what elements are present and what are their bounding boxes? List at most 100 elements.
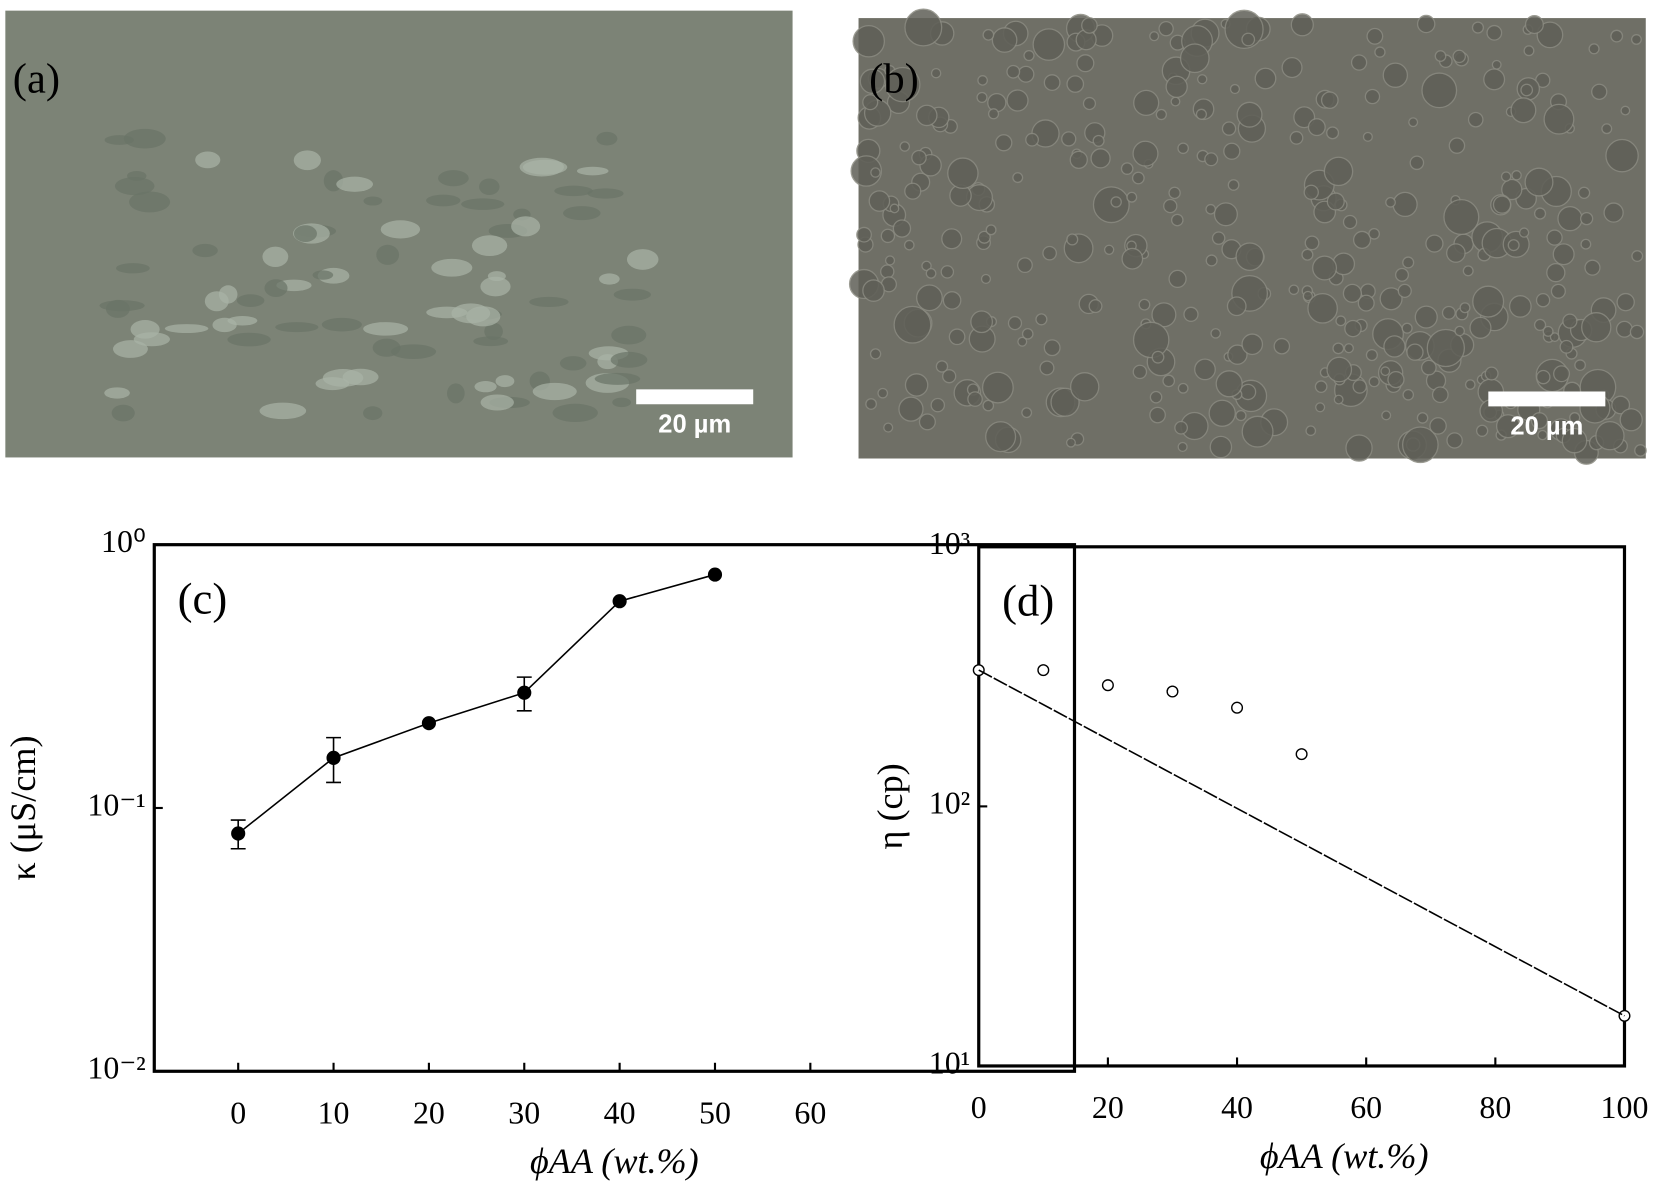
y-tick-label: 10¹ [929, 1045, 970, 1080]
droplet [1069, 150, 1088, 170]
droplet [1549, 332, 1560, 343]
droplet [1288, 284, 1300, 296]
droplet [970, 310, 994, 334]
droplet [1537, 429, 1548, 441]
droplet [1581, 312, 1612, 343]
droplet [1536, 369, 1551, 385]
droplet [1301, 248, 1314, 261]
cell [293, 225, 317, 242]
droplet [1314, 380, 1328, 394]
droplet [1092, 134, 1105, 147]
droplet [1174, 420, 1188, 435]
cell [363, 322, 409, 336]
droplet [1385, 196, 1396, 208]
droplet [1401, 426, 1439, 464]
droplet [1619, 408, 1643, 432]
cell [133, 332, 170, 347]
droplet [1076, 54, 1095, 73]
droplet [1211, 231, 1226, 245]
droplet [1312, 255, 1338, 281]
droplet [1012, 172, 1024, 184]
data-point [707, 567, 723, 582]
droplet [995, 134, 1013, 152]
cell [576, 166, 609, 176]
droplet [1215, 370, 1243, 398]
droplet [1588, 43, 1600, 55]
droplet [889, 203, 900, 214]
droplet [1591, 83, 1608, 100]
cell [474, 381, 497, 393]
droplet [1383, 335, 1406, 358]
cell [363, 406, 383, 421]
droplet [1394, 267, 1410, 282]
droplet [1179, 43, 1210, 74]
droplet [1170, 96, 1181, 107]
cell [596, 131, 618, 146]
cell [559, 356, 587, 371]
x-tick-label: 100 [1601, 1090, 1649, 1125]
droplet [904, 8, 943, 47]
droplet [967, 391, 983, 407]
droplet [1204, 152, 1219, 167]
droplet [1168, 186, 1181, 200]
droplet [859, 68, 886, 95]
droplet [1315, 402, 1326, 413]
droplet [1511, 170, 1522, 181]
droplet [977, 230, 991, 244]
droplet [1226, 296, 1247, 317]
y-tick-label: 10⁻² [87, 1051, 145, 1086]
droplet [1221, 121, 1237, 136]
droplet [948, 328, 966, 346]
cell [259, 402, 307, 420]
droplet [1035, 313, 1048, 326]
droplet [1235, 409, 1247, 422]
x-tick-label: 60 [794, 1095, 826, 1130]
cell [372, 338, 401, 357]
droplet [1536, 21, 1564, 49]
cell [431, 258, 473, 277]
cell [511, 216, 541, 237]
droplet [1409, 155, 1425, 171]
droplet [1434, 50, 1447, 62]
droplet [883, 422, 894, 433]
cell [380, 220, 421, 239]
droplet [1530, 412, 1549, 430]
cell [461, 198, 505, 210]
data-point [1101, 679, 1114, 692]
droplet [1069, 372, 1100, 402]
droplet [1149, 390, 1163, 404]
cell [495, 375, 515, 388]
y-tick-label: 10⁰ [101, 524, 146, 559]
cell [471, 235, 508, 257]
droplet [880, 228, 896, 244]
droplet [1533, 207, 1547, 220]
series-line [237, 573, 716, 835]
cell [123, 128, 166, 149]
cell [532, 382, 577, 401]
droplet [1229, 83, 1241, 95]
droplet [1302, 290, 1314, 302]
droplet [1459, 302, 1471, 314]
cell [594, 372, 641, 385]
droplet [1546, 229, 1563, 246]
droplet [1061, 131, 1077, 147]
droplet [935, 360, 949, 373]
cell [114, 177, 155, 196]
droplet [1421, 72, 1458, 109]
droplet [1281, 57, 1303, 79]
droplet [1429, 417, 1447, 435]
droplet [899, 141, 911, 152]
data-point [1166, 685, 1179, 698]
droplet [1392, 191, 1418, 218]
cell [529, 296, 569, 308]
droplet [1557, 205, 1583, 232]
droplet [916, 104, 938, 127]
droplet [1518, 227, 1530, 238]
y-axis-label: κ (μS/cm) [3, 735, 43, 880]
droplet [1223, 142, 1241, 160]
scale-bar [636, 389, 754, 405]
droplet [1241, 32, 1256, 47]
droplet [1569, 412, 1581, 424]
droplet [1446, 243, 1466, 263]
x-tick-label: 40 [604, 1095, 636, 1130]
